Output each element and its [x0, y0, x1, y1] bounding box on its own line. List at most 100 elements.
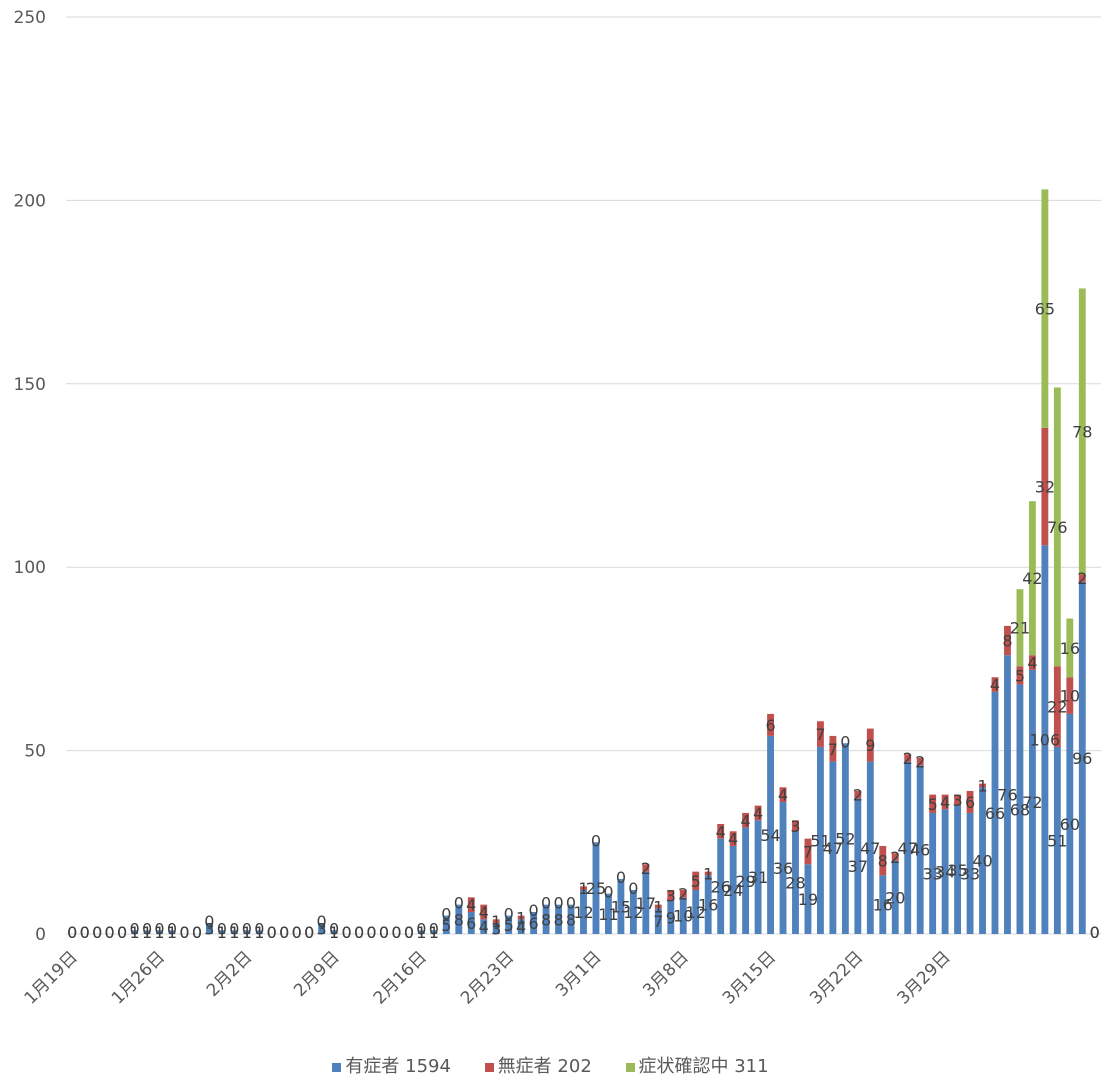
- bar-symptomatic: [1016, 684, 1024, 934]
- bar-symptomatic: [430, 930, 438, 934]
- bar-asymptomatic: [779, 787, 787, 802]
- data-label-asymptomatic: 2: [678, 885, 688, 904]
- data-label-asymptomatic: 0: [404, 923, 414, 942]
- bar-symptomatic: [667, 900, 675, 934]
- bar-checking: [1053, 387, 1061, 667]
- data-label-asymptomatic: 4: [990, 676, 1000, 695]
- bar-symptomatic: [679, 897, 687, 934]
- bar-symptomatic: [929, 812, 937, 934]
- data-label-asymptomatic: 2: [1077, 569, 1087, 588]
- bar-symptomatic: [605, 893, 612, 934]
- data-label-asymptomatic: 0: [566, 894, 576, 913]
- bar-symptomatic: [205, 922, 213, 934]
- bar-asymptomatic: [667, 889, 675, 901]
- data-label-asymptomatic: 0: [391, 923, 401, 942]
- data-label-symptomatic: 0: [117, 923, 127, 942]
- bar-asymptomatic: [866, 728, 874, 762]
- data-label-symptomatic: 1: [254, 923, 264, 942]
- data-label-symptomatic: 1: [242, 923, 252, 942]
- data-label-asymptomatic: 0: [416, 919, 426, 938]
- data-label-asymptomatic: 0: [167, 919, 177, 938]
- bar-symptomatic: [629, 889, 637, 934]
- bar-asymptomatic: [1066, 677, 1074, 714]
- data-label-asymptomatic: 0: [292, 923, 302, 942]
- data-label-symptomatic: 47: [823, 839, 843, 858]
- data-label-symptomatic: 16: [698, 896, 718, 915]
- data-label-symptomatic: 28: [785, 874, 805, 893]
- data-label-symptomatic: 12: [686, 903, 706, 922]
- bar-symptomatic: [879, 875, 887, 934]
- bar-asymptomatic: [954, 794, 962, 806]
- legend-item-asymptomatic: 無症者 202: [484, 1052, 592, 1078]
- bar-symptomatic: [467, 911, 475, 934]
- data-label-symptomatic: 19: [798, 890, 818, 909]
- bar-asymptomatic: [816, 721, 824, 747]
- bar-symptomatic: [455, 904, 463, 934]
- x-tick-label: 3月29日: [894, 947, 955, 1008]
- data-label-asymptomatic: 7: [815, 725, 825, 744]
- bar-asymptomatic: [767, 713, 774, 736]
- data-label-asymptomatic: 5: [928, 795, 938, 814]
- bar-symptomatic: [592, 842, 600, 934]
- data-label-symptomatic: 1: [217, 923, 227, 942]
- bar-symptomatic: [829, 761, 837, 934]
- bar-symptomatic: [243, 930, 251, 934]
- bar-symptomatic: [729, 845, 737, 934]
- bar-symptomatic: [417, 930, 425, 934]
- data-label-asymptomatic: 32: [1035, 478, 1055, 497]
- bar-symptomatic: [966, 812, 974, 934]
- data-label-symptomatic: 9: [666, 908, 676, 927]
- data-label-asymptomatic: 0: [379, 923, 389, 942]
- bar-symptomatic: [742, 827, 750, 934]
- data-label-symptomatic: 25: [586, 879, 606, 898]
- bar-asymptomatic: [904, 754, 912, 762]
- data-label-symptomatic: 1: [429, 923, 439, 942]
- bar-symptomatic: [492, 922, 500, 934]
- data-label-symptomatic: 0: [341, 923, 351, 942]
- bar-asymptomatic: [929, 794, 937, 813]
- bar-symptomatic: [841, 743, 849, 934]
- data-label-asymptomatic: 0: [541, 894, 551, 913]
- bar-symptomatic: [318, 922, 326, 934]
- bar-asymptomatic: [717, 823, 725, 839]
- data-label-asymptomatic: 2: [903, 749, 913, 768]
- bar-symptomatic: [480, 919, 488, 934]
- data-label-asymptomatic: 0: [429, 919, 439, 938]
- data-label-asymptomatic: 4: [466, 896, 476, 915]
- bar-asymptomatic: [829, 735, 837, 762]
- data-label-symptomatic: 0: [67, 923, 77, 942]
- data-label-asymptomatic: 0: [117, 923, 127, 942]
- data-label-checking: 76: [1047, 518, 1067, 537]
- data-label-asymptomatic: 0: [616, 868, 626, 887]
- data-label-asymptomatic: 0: [192, 923, 202, 942]
- data-label-symptomatic: 8: [541, 910, 551, 929]
- legend-label-symptomatic: 有症者 1594: [345, 1056, 451, 1077]
- bar-symptomatic: [642, 871, 650, 934]
- bar-asymptomatic: [1004, 625, 1011, 656]
- data-label-checking: 65: [1035, 300, 1055, 319]
- bar-asymptomatic: [642, 864, 650, 872]
- data-label-asymptomatic: 4: [716, 822, 726, 841]
- bar-symptomatic: [255, 930, 263, 934]
- data-label-asymptomatic: 0: [504, 905, 514, 924]
- bar-symptomatic: [555, 904, 562, 934]
- bar-asymptomatic: [792, 820, 799, 832]
- bar-asymptomatic: [742, 812, 750, 828]
- data-label-symptomatic: 20: [885, 888, 905, 907]
- data-label-asymptomatic: 6: [765, 716, 775, 735]
- data-label-symptomatic: 0: [1090, 923, 1100, 942]
- y-tick-label: 100: [14, 558, 46, 578]
- data-label-asymptomatic: 0: [129, 919, 139, 938]
- legend-swatch-checking: [625, 1062, 635, 1072]
- data-label-asymptomatic: 2: [853, 786, 863, 805]
- data-label-symptomatic: 7: [653, 912, 663, 931]
- bar-symptomatic: [954, 805, 962, 934]
- data-label-symptomatic: 0: [391, 923, 401, 942]
- data-label-symptomatic: 4: [516, 918, 526, 937]
- data-label-asymptomatic: 0: [529, 901, 539, 920]
- data-label-symptomatic: 51: [810, 831, 830, 850]
- data-label-symptomatic: 0: [192, 923, 202, 942]
- data-label-symptomatic: 0: [267, 923, 277, 942]
